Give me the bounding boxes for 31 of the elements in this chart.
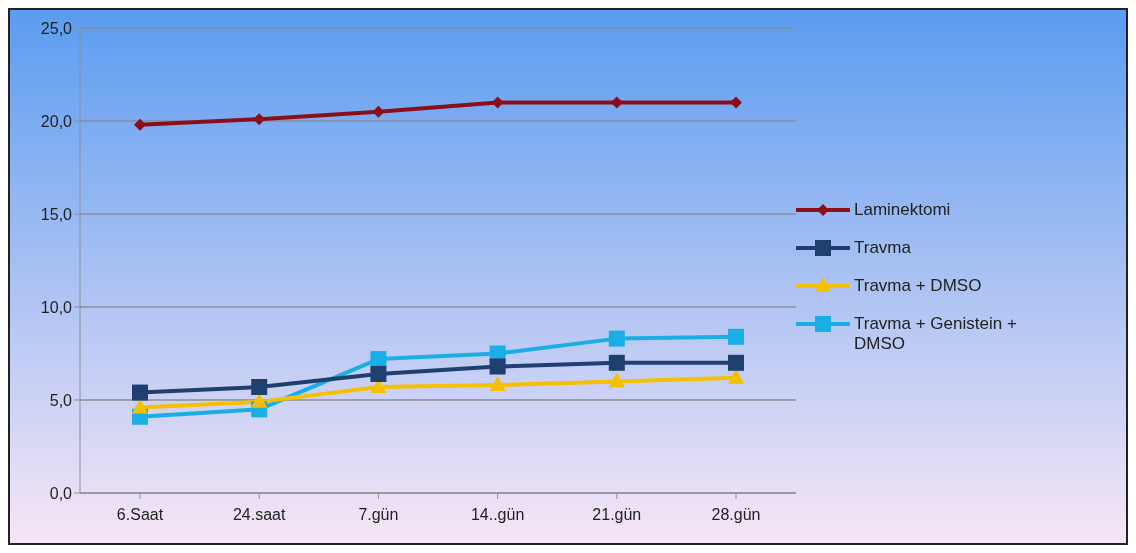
- point: [134, 118, 146, 131]
- legend-label: Travma + DMSO: [854, 275, 982, 296]
- x-tick-label: 6.Saat: [116, 506, 164, 524]
- y-tick-label: 15,0: [40, 205, 73, 223]
- point: [728, 328, 744, 345]
- x-tick-label: 24.saat: [232, 506, 286, 524]
- point: [728, 354, 744, 371]
- point: [730, 96, 742, 109]
- point: [728, 368, 744, 384]
- legend-label: Travma: [854, 237, 911, 258]
- y-tick-label: 20,0: [40, 112, 73, 130]
- x-tick-label: 14..gün: [470, 506, 525, 524]
- legend-label: Laminektomi: [854, 199, 951, 220]
- y-tick-label: 0,0: [49, 484, 73, 502]
- point: [132, 384, 148, 401]
- point: [489, 358, 506, 375]
- y-tick-label: 25,0: [40, 19, 73, 37]
- point: [132, 398, 148, 414]
- point: [489, 376, 506, 392]
- y-tick-label: 10,0: [40, 298, 73, 316]
- x-tick-label: 28.gün: [711, 506, 761, 524]
- point: [370, 365, 387, 382]
- point: [608, 330, 625, 347]
- x-tick-label: 21.gün: [592, 506, 642, 524]
- point: [608, 372, 625, 388]
- point: [251, 378, 268, 395]
- x-tick-label: 7.gün: [358, 506, 399, 524]
- point: [370, 351, 387, 368]
- y-tick-label: 5,0: [49, 391, 73, 409]
- point: [608, 354, 625, 371]
- legend-label: Travma + Genistein + DMSO: [854, 313, 1017, 354]
